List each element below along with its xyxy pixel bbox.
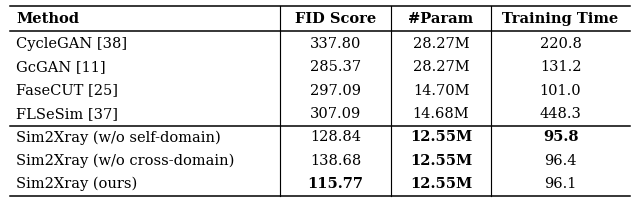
Text: 12.55M: 12.55M <box>410 154 472 168</box>
Text: FaseCUT [25]: FaseCUT [25] <box>16 84 118 98</box>
Text: 307.09: 307.09 <box>310 107 361 121</box>
Text: 28.27M: 28.27M <box>413 37 469 51</box>
Text: 138.68: 138.68 <box>310 154 361 168</box>
Text: 297.09: 297.09 <box>310 84 361 98</box>
Text: FLSeSim [37]: FLSeSim [37] <box>16 107 118 121</box>
Text: 448.3: 448.3 <box>540 107 582 121</box>
Text: Sim2Xray (w/o self-domain): Sim2Xray (w/o self-domain) <box>16 130 221 145</box>
Text: 101.0: 101.0 <box>540 84 581 98</box>
Text: 14.70M: 14.70M <box>413 84 469 98</box>
Text: FID Score: FID Score <box>295 12 376 26</box>
Text: 220.8: 220.8 <box>540 37 582 51</box>
Text: GcGAN [11]: GcGAN [11] <box>16 60 106 74</box>
Text: 12.55M: 12.55M <box>410 177 472 191</box>
Text: 337.80: 337.80 <box>310 37 361 51</box>
Text: Sim2Xray (w/o cross-domain): Sim2Xray (w/o cross-domain) <box>16 154 234 168</box>
Text: 131.2: 131.2 <box>540 60 581 74</box>
Text: 128.84: 128.84 <box>310 130 361 144</box>
Text: 96.4: 96.4 <box>544 154 577 168</box>
Text: 12.55M: 12.55M <box>410 130 472 144</box>
Text: #Param: #Param <box>408 12 474 26</box>
Text: 95.8: 95.8 <box>543 130 579 144</box>
Text: 285.37: 285.37 <box>310 60 361 74</box>
Text: 115.77: 115.77 <box>307 177 364 191</box>
Text: CycleGAN [38]: CycleGAN [38] <box>16 37 127 51</box>
Text: 28.27M: 28.27M <box>413 60 469 74</box>
Text: 96.1: 96.1 <box>545 177 577 191</box>
Text: Training Time: Training Time <box>502 12 619 26</box>
Text: 14.68M: 14.68M <box>413 107 469 121</box>
Text: Method: Method <box>16 12 79 26</box>
Text: Sim2Xray (ours): Sim2Xray (ours) <box>16 177 137 191</box>
